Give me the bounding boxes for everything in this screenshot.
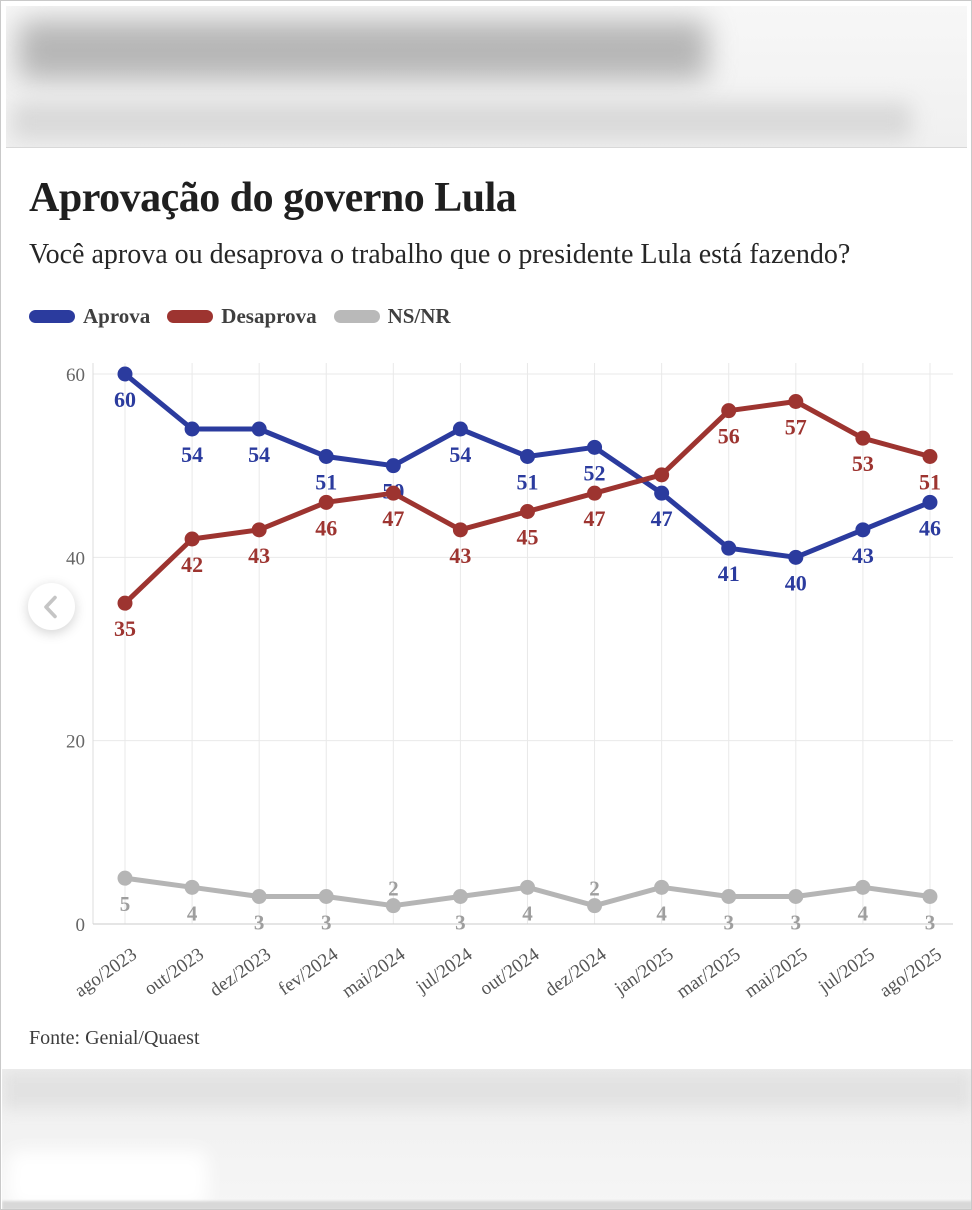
- svg-text:20: 20: [66, 732, 85, 753]
- svg-text:mai/2024: mai/2024: [338, 944, 409, 1003]
- svg-text:51: 51: [315, 470, 337, 495]
- svg-text:5: 5: [120, 892, 131, 916]
- svg-text:42: 42: [181, 552, 203, 577]
- aprova-swatch-icon: [29, 310, 75, 323]
- svg-text:54: 54: [181, 442, 203, 467]
- svg-text:4: 4: [187, 901, 198, 925]
- svg-text:jan/2025: jan/2025: [610, 944, 677, 1000]
- legend-label: NS/NR: [387, 304, 451, 328]
- svg-text:41: 41: [718, 561, 740, 586]
- legend-item-aprova: Aprova: [29, 304, 150, 329]
- svg-text:40: 40: [785, 570, 807, 595]
- svg-text:43: 43: [248, 543, 270, 568]
- y-axis-labels: 0 20 40 60: [66, 365, 85, 936]
- svg-text:51: 51: [516, 470, 538, 495]
- svg-text:3: 3: [321, 911, 332, 935]
- svg-text:53: 53: [852, 451, 874, 476]
- svg-text:mar/2025: mar/2025: [673, 944, 745, 1003]
- svg-text:40: 40: [66, 548, 85, 569]
- series-desaprova: 35 42 43 46 47 43 45 47 56 57 53 51: [114, 394, 941, 641]
- svg-text:54: 54: [449, 442, 471, 467]
- svg-text:46: 46: [315, 515, 337, 540]
- svg-text:51: 51: [919, 470, 941, 495]
- svg-text:mai/2025: mai/2025: [741, 944, 812, 1002]
- svg-text:43: 43: [449, 543, 471, 568]
- nsnr-swatch-icon: [333, 310, 380, 323]
- approval-line-chart: 0 20 40 60 ago/2023 out/2023 dez/2023 fev/2024 m…: [1, 341, 971, 1041]
- chart-source: Fonte: Genial/Quaest: [29, 1027, 200, 1049]
- svg-text:47: 47: [382, 506, 404, 531]
- svg-text:dez/2023: dez/2023: [206, 944, 275, 1001]
- chevron-left-icon: [43, 595, 57, 618]
- blurred-footer-blob: [8, 1151, 208, 1207]
- legend-label: Desaprova: [221, 304, 317, 328]
- blurred-footer-band: [2, 1069, 971, 1209]
- svg-text:60: 60: [114, 387, 136, 412]
- svg-text:60: 60: [66, 365, 85, 386]
- svg-text:fev/2024: fev/2024: [275, 944, 343, 1000]
- blurred-footer-row: [2, 1071, 971, 1109]
- series-aprova: 60545451505451524741404346: [114, 366, 941, 595]
- legend-label: Aprova: [83, 304, 151, 328]
- footer-divider: [2, 1201, 971, 1209]
- svg-text:out/2023: out/2023: [141, 944, 208, 1000]
- svg-text:out/2024: out/2024: [476, 944, 544, 1000]
- svg-text:jul/2025: jul/2025: [814, 944, 879, 998]
- svg-text:3: 3: [925, 911, 936, 935]
- svg-text:56: 56: [718, 424, 740, 449]
- svg-text:3: 3: [455, 911, 466, 935]
- svg-text:46: 46: [919, 515, 941, 540]
- svg-text:4: 4: [522, 901, 533, 925]
- legend-item-nsnr: NS/NR: [333, 304, 451, 329]
- svg-text:ago/2023: ago/2023: [71, 944, 141, 1002]
- blurred-subheadline-text: [12, 102, 912, 140]
- blurred-headline-text: [18, 20, 708, 80]
- legend-item-desaprova: Desaprova: [167, 304, 317, 329]
- svg-text:3: 3: [791, 911, 802, 935]
- carousel-prev-button[interactable]: [28, 583, 75, 630]
- chart-subtitle: Você aprova ou desaprova o trabalho que …: [29, 239, 851, 270]
- svg-text:47: 47: [651, 506, 673, 531]
- svg-text:0: 0: [76, 915, 86, 936]
- blurred-headline-band: [6, 6, 967, 148]
- svg-text:jul/2024: jul/2024: [412, 944, 477, 998]
- series-ns-nr: 5 4 3 3 2 3 4 2 4 3 3 4 3: [117, 870, 938, 935]
- svg-text:47: 47: [584, 506, 606, 531]
- svg-text:2: 2: [589, 877, 600, 901]
- page-title: Aprovação do governo Lula: [29, 175, 517, 222]
- svg-text:ago/2025: ago/2025: [876, 944, 946, 1002]
- svg-text:dez/2024: dez/2024: [541, 944, 611, 1001]
- desaprova-swatch-icon: [167, 310, 214, 323]
- svg-text:45: 45: [516, 525, 538, 550]
- svg-text:3: 3: [723, 911, 734, 935]
- chart-legend: Aprova Desaprova NS/NR: [29, 304, 468, 329]
- svg-text:4: 4: [656, 901, 667, 925]
- svg-text:3: 3: [254, 911, 265, 935]
- svg-text:2: 2: [388, 877, 399, 901]
- svg-text:54: 54: [248, 442, 270, 467]
- svg-text:52: 52: [584, 460, 606, 485]
- svg-text:57: 57: [785, 415, 807, 440]
- svg-text:43: 43: [852, 543, 874, 568]
- svg-text:35: 35: [114, 616, 136, 641]
- chart-grid: [92, 363, 953, 925]
- svg-text:4: 4: [858, 901, 869, 925]
